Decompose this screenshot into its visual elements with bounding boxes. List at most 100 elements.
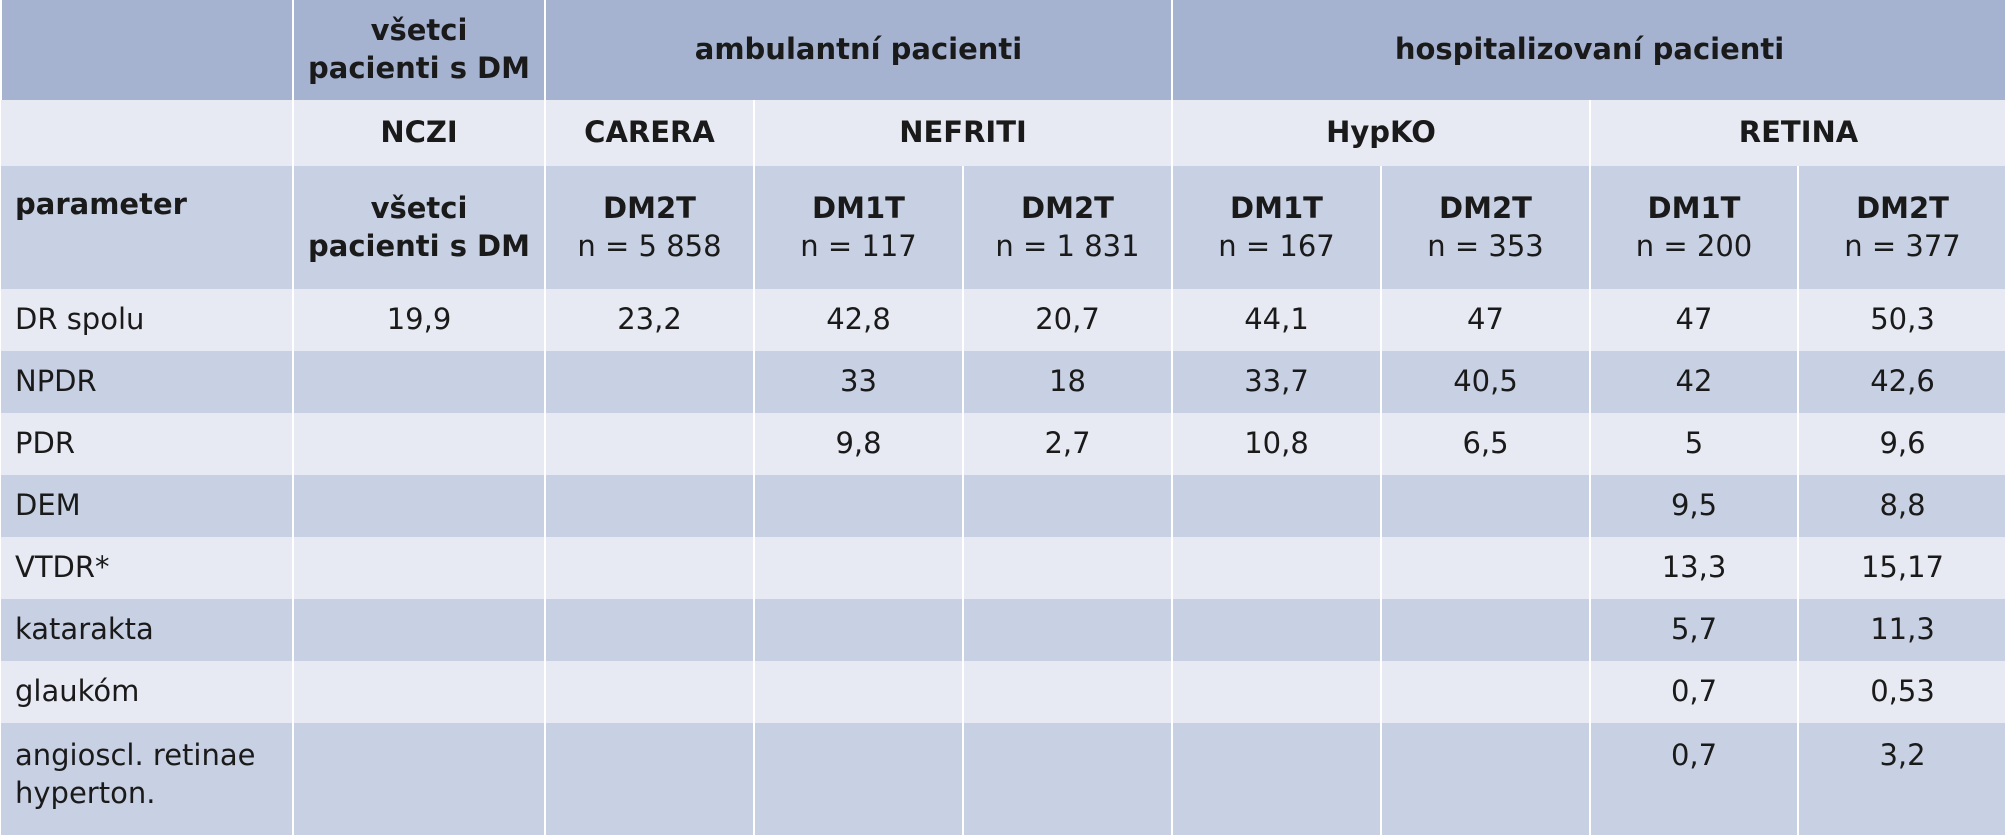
- header-blank-cell: [1, 100, 293, 166]
- table-cell: 10,8: [1171, 413, 1381, 475]
- table-cell: 19,9: [292, 289, 545, 351]
- column-header-title: DM2T: [1021, 190, 1114, 225]
- row-parameter-name: PDR: [1, 413, 293, 475]
- table-cell: 5,7: [1589, 599, 1798, 661]
- header-all-patients: všetci pacienti s DM: [292, 0, 545, 100]
- table-cell: 33,7: [1171, 351, 1381, 413]
- header-study-nefriti: NEFRITI: [753, 100, 1172, 166]
- column-header: DM1T n = 200: [1589, 166, 1798, 289]
- table-cell: 18: [962, 351, 1172, 413]
- table-cell: 2,7: [962, 413, 1172, 475]
- table-cell: 11,3: [1796, 599, 2005, 661]
- table-cell: 0,53: [1796, 661, 2005, 723]
- table-cell: [753, 661, 963, 723]
- table-row: NPDR 33 18 33,7 40,5 42 42,6: [1, 351, 2005, 413]
- table-cell: [544, 351, 754, 413]
- table-cell: [544, 599, 754, 661]
- header-row-groups: všetci pacienti s DM ambulantní pacienti…: [0, 0, 2005, 100]
- table-row: DR spolu 19,9 23,2 42,8 20,7 44,1 47 47 …: [1, 289, 2005, 351]
- table-cell: [1171, 475, 1381, 537]
- header-row-columns: parameter všetci pacienti s DM DM2T n = 5…: [1, 166, 2005, 289]
- table-cell: [544, 537, 754, 599]
- table-cell: 6,5: [1380, 413, 1590, 475]
- table-cell: [544, 475, 754, 537]
- header-parameter: parameter: [1, 166, 293, 289]
- table-cell: [753, 475, 963, 537]
- table-cell: 8,8: [1796, 475, 2005, 537]
- table-cell: [292, 351, 545, 413]
- column-header: DM2T n = 5 858: [544, 166, 754, 289]
- column-header-title: DM1T: [812, 190, 905, 225]
- column-header-title: DM1T: [1647, 190, 1741, 225]
- table-row: glaukóm 0,7 0,53: [1, 661, 2005, 723]
- table-cell: 42,8: [753, 289, 963, 351]
- table-cell: [1380, 475, 1590, 537]
- table-cell: [1380, 661, 1590, 723]
- table-row: angioscl. retinae hyperton. 0,7 3,2: [1, 723, 2005, 835]
- table-cell: 44,1: [1171, 289, 1381, 351]
- table-cell: [1171, 661, 1381, 723]
- table-cell: [544, 723, 754, 835]
- column-header-count: n = 5 858: [577, 228, 722, 263]
- table-cell: [1380, 723, 1590, 835]
- column-header-count: n = 377: [1844, 228, 1961, 263]
- row-parameter-name: NPDR: [1, 351, 293, 413]
- column-header: DM1T n = 117: [753, 166, 963, 289]
- table-cell: [753, 599, 963, 661]
- table-row: PDR 9,8 2,7 10,8 6,5 5 9,6: [1, 413, 2005, 475]
- row-parameter-name: VTDR*: [1, 537, 293, 599]
- table-cell: [962, 537, 1172, 599]
- table-cell: [1171, 599, 1381, 661]
- table-cell: [962, 723, 1172, 835]
- table-cell: 42,6: [1796, 351, 2005, 413]
- table-cell: [1380, 599, 1590, 661]
- table-cell: 0,7: [1589, 661, 1798, 723]
- table-cell: 3,2: [1796, 723, 2005, 835]
- column-header: DM1T n = 167: [1171, 166, 1381, 289]
- column-header: DM2T n = 1 831: [962, 166, 1172, 289]
- table-cell: [292, 537, 545, 599]
- table-cell: 40,5: [1380, 351, 1590, 413]
- table-cell: [1171, 537, 1381, 599]
- column-header-count: n = 1 831: [995, 228, 1140, 263]
- table-cell: 0,7: [1589, 723, 1798, 835]
- table-cell: [1380, 537, 1590, 599]
- table-cell: [292, 413, 545, 475]
- table-cell: 9,8: [753, 413, 963, 475]
- table-cell: 23,2: [544, 289, 754, 351]
- column-header: všetci pacienti s DM: [292, 166, 545, 289]
- table-cell: [753, 723, 963, 835]
- header-study-retina: RETINA: [1588, 100, 2005, 166]
- table-cell: [753, 537, 963, 599]
- table-cell: 47: [1380, 289, 1590, 351]
- table-cell: 15,17: [1796, 537, 2005, 599]
- table-cell: 9,5: [1589, 475, 1798, 537]
- row-parameter-name: DEM: [1, 475, 293, 537]
- header-study-carera: CARERA: [544, 100, 754, 166]
- row-parameter-name: angioscl. retinae hyperton.: [1, 723, 293, 835]
- table-cell: 42: [1589, 351, 1798, 413]
- column-header-title: DM1T: [1230, 190, 1323, 225]
- table-row: VTDR* 13,3 15,17: [1, 537, 2005, 599]
- table-cell: [962, 599, 1172, 661]
- column-header-title: DM2T: [1439, 190, 1532, 225]
- header-study-hypko: HypKO: [1171, 100, 1590, 166]
- header-hospitalized-patients: hospitalizovaní pacienti: [1170, 0, 2005, 100]
- table-cell: [962, 661, 1172, 723]
- row-parameter-name: glaukóm: [1, 661, 293, 723]
- table-cell: [962, 475, 1172, 537]
- header-row-studies: NCZI CARERA NEFRITI HypKO RETINA: [1, 100, 2005, 166]
- column-header: DM2T n = 377: [1796, 166, 2005, 289]
- header-ambulant-patients: ambulantní pacienti: [544, 0, 1172, 100]
- header-study-nczi: NCZI: [292, 100, 545, 166]
- column-header-title: DM2T: [603, 190, 696, 225]
- table-cell: [292, 475, 545, 537]
- table-cell: [292, 599, 545, 661]
- table-cell: 5: [1589, 413, 1798, 475]
- table-cell: [292, 723, 545, 835]
- table-cell: 50,3: [1796, 289, 2005, 351]
- table-cell: 13,3: [1589, 537, 1798, 599]
- header-blank-cell: [0, 0, 293, 100]
- table-cell: 33: [753, 351, 963, 413]
